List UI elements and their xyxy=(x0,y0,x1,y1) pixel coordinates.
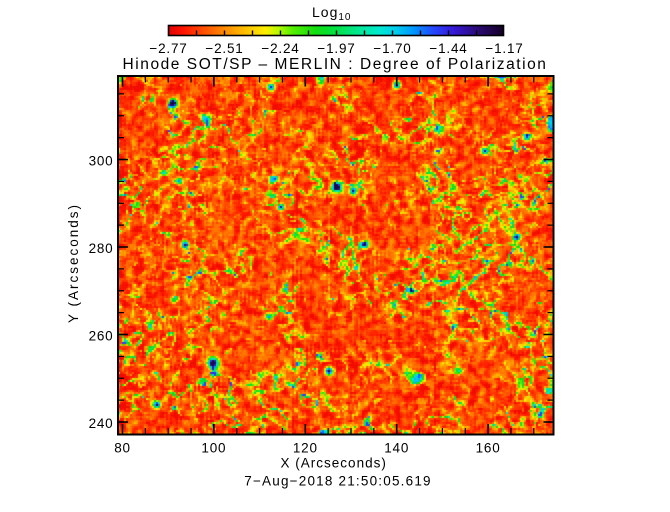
svg-text:80: 80 xyxy=(114,441,131,456)
svg-text:280: 280 xyxy=(89,241,114,256)
svg-text:260: 260 xyxy=(89,329,114,344)
svg-text:Hinode SOT/SP – MERLIN : Degre: Hinode SOT/SP – MERLIN : Degree of Polar… xyxy=(123,56,548,73)
svg-text:120: 120 xyxy=(293,441,318,456)
svg-text:240: 240 xyxy=(89,416,114,431)
svg-text:−1.44: −1.44 xyxy=(429,41,467,56)
svg-text:−1.17: −1.17 xyxy=(485,41,523,56)
svg-text:−1.97: −1.97 xyxy=(317,41,355,56)
svg-text:−2.24: −2.24 xyxy=(261,41,299,56)
svg-text:−2.51: −2.51 xyxy=(205,41,243,56)
svg-text:100: 100 xyxy=(201,441,226,456)
svg-text:Log10: Log10 xyxy=(312,4,351,23)
svg-text:140: 140 xyxy=(384,441,409,456)
svg-text:160: 160 xyxy=(476,441,501,456)
svg-text:300: 300 xyxy=(89,154,114,169)
svg-text:7−Aug−2018 21:50:05.619: 7−Aug−2018 21:50:05.619 xyxy=(244,474,432,489)
svg-text:−2.77: −2.77 xyxy=(149,41,187,56)
svg-text:Y (Arcseconds): Y (Arcseconds) xyxy=(66,203,81,323)
svg-text:X (Arcseconds): X (Arcseconds) xyxy=(281,456,387,471)
svg-text:−1.70: −1.70 xyxy=(373,41,411,56)
